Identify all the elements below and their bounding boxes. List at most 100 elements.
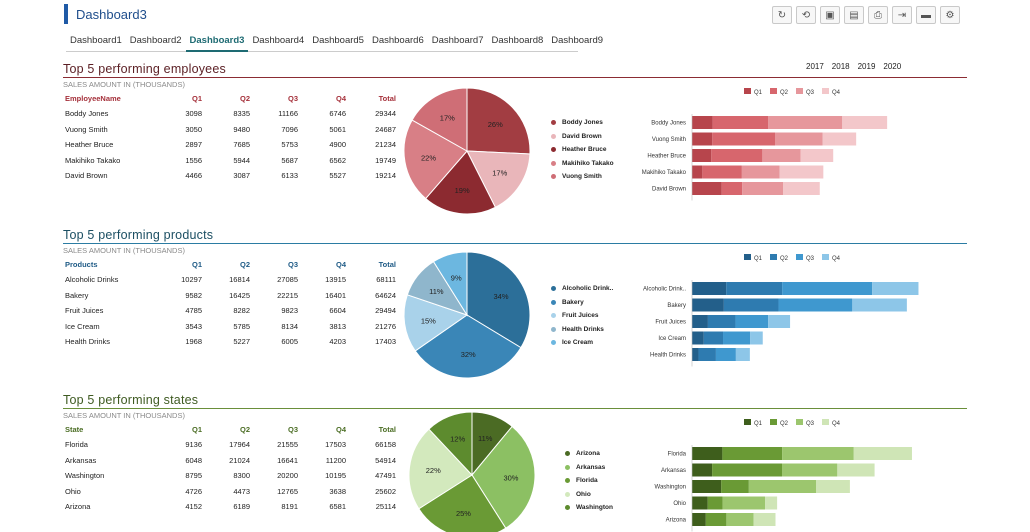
table-cell: 8795 <box>185 471 202 481</box>
column-header[interactable]: Q4 <box>335 94 346 103</box>
table-cell: 8134 <box>281 321 298 331</box>
column-header[interactable]: Q2 <box>239 260 250 269</box>
bar-segment <box>712 132 776 146</box>
column-header[interactable]: Q1 <box>191 94 202 103</box>
pie-chart-products: 34% 32% 15% 11% 9% <box>403 251 531 379</box>
refresh-button[interactable]: ↻ <box>772 6 792 24</box>
category-label: Bakery <box>667 303 686 309</box>
table-cell: 4785 <box>185 306 202 316</box>
tab-dashboard9[interactable]: Dashboard9 <box>551 35 604 46</box>
table-cell: 47491 <box>375 471 396 481</box>
legend-item[interactable]: Arizona <box>565 447 613 461</box>
column-header[interactable]: Q3 <box>287 260 298 269</box>
legend-dot-icon <box>551 160 556 166</box>
tab-dashboard7[interactable]: Dashboard7 <box>431 35 484 46</box>
column-header[interactable]: Products <box>65 260 98 269</box>
legend-dot-icon <box>551 326 556 332</box>
pie-chart-states: 11% 30% 25% 22% 12% <box>408 411 536 532</box>
category-label: Ohio <box>673 501 686 507</box>
table-cell: 8335 <box>233 109 250 119</box>
column-header[interactable]: EmployeeName <box>65 94 121 103</box>
bar-segment <box>707 315 736 328</box>
tab-dashboard2[interactable]: Dashboard2 <box>129 35 182 46</box>
legend-label: Q2 <box>780 90 789 96</box>
table-cell: 64624 <box>375 290 396 300</box>
tab-dashboard5[interactable]: Dashboard5 <box>312 35 364 46</box>
table-cell: 29344 <box>375 109 396 119</box>
comment-button[interactable]: ▬ <box>916 6 936 24</box>
legend-swatch <box>770 88 777 94</box>
pie-slice <box>428 411 473 477</box>
tab-dashboard1[interactable]: Dashboard1 <box>70 35 122 46</box>
table-cell: 16814 <box>229 275 250 285</box>
legend-item[interactable]: Health Drinks <box>551 323 613 337</box>
bar-segment <box>703 331 724 345</box>
column-header[interactable]: Q4 <box>335 260 346 269</box>
legend-label: Q4 <box>832 256 841 262</box>
legend-item[interactable]: Bakery <box>551 296 613 310</box>
pie-slice-label: 11% <box>429 287 444 296</box>
legend-item[interactable]: Boddy Jones <box>551 116 614 130</box>
legend-item[interactable]: Arkansas <box>565 461 613 475</box>
table-cell: 17403 <box>375 337 396 347</box>
bar-segment <box>735 348 750 361</box>
category-label: Arkansas <box>661 468 686 474</box>
logout-button[interactable]: ⇥ <box>892 6 912 24</box>
column-header[interactable]: Q2 <box>239 425 250 434</box>
category-label: Washington <box>655 485 686 491</box>
save-button[interactable]: ▣ <box>820 6 840 24</box>
table-cell: 4900 <box>329 140 346 150</box>
column-header[interactable]: Q1 <box>191 425 202 434</box>
table-cell: 16425 <box>229 290 250 300</box>
legend-item[interactable]: David Brown <box>551 130 614 144</box>
table-cell: 5753 <box>281 140 298 150</box>
column-header[interactable]: Q4 <box>335 425 346 434</box>
legend-item[interactable]: Alcoholic Drink.. <box>551 282 613 296</box>
settings-button[interactable]: ⚙ <box>940 6 960 24</box>
table-cell: 4203 <box>329 337 346 347</box>
pie-chart-employees: 26% 17% 19% 22% 17% <box>403 87 531 215</box>
column-header[interactable]: State <box>65 425 84 434</box>
column-header[interactable]: Q3 <box>287 425 298 434</box>
bar-segment <box>723 298 779 312</box>
column-header[interactable]: Q2 <box>239 94 250 103</box>
legend-item[interactable]: Vuong Smith <box>551 170 614 184</box>
bar-segment <box>692 149 712 162</box>
tab-dashboard3[interactable]: Dashboard3 <box>185 34 249 52</box>
legend-item[interactable]: Heather Bruce <box>551 143 614 157</box>
row-label: Heather Bruce <box>65 140 114 150</box>
year-2018[interactable]: 2018 <box>831 62 850 71</box>
year-2020[interactable]: 2020 <box>883 62 902 71</box>
legend-item[interactable]: Makihiko Takako <box>551 157 614 171</box>
bar-segment <box>692 132 713 146</box>
legend-label: Q4 <box>832 90 841 96</box>
legend-item[interactable]: Washington <box>565 501 613 515</box>
legend-item[interactable]: Ice Cream <box>551 336 613 350</box>
refresh-alt-button[interactable]: ⟲ <box>796 6 816 24</box>
tab-dashboard4[interactable]: Dashboard4 <box>252 35 305 46</box>
column-header[interactable]: Total <box>378 425 396 434</box>
pie-slice-label: 11% <box>478 434 493 443</box>
table-cell: 9480 <box>233 124 250 134</box>
column-header[interactable]: Q1 <box>191 260 202 269</box>
legend-item[interactable]: Florida <box>565 474 613 488</box>
table-cell: 6133 <box>281 171 298 181</box>
print-button[interactable]: ⎙ <box>868 6 888 24</box>
year-2017[interactable]: 2017 <box>806 62 824 71</box>
bar-segment <box>715 348 736 361</box>
table-cell: 16401 <box>325 290 346 300</box>
bar-segment <box>762 149 801 162</box>
column-header[interactable]: Total <box>378 94 396 103</box>
legend-item[interactable]: Ohio <box>565 488 613 502</box>
tab-dashboard8[interactable]: Dashboard8 <box>491 35 544 46</box>
bar-segment <box>726 282 783 295</box>
column-header[interactable]: Total <box>378 260 396 269</box>
bar-segment <box>692 282 727 295</box>
save-as-button[interactable]: ▤ <box>844 6 864 24</box>
save-as-icon: ▤ <box>849 9 859 21</box>
year-2019[interactable]: 2019 <box>857 62 876 71</box>
legend-item[interactable]: Fruit Juices <box>551 309 613 323</box>
column-header[interactable]: Q3 <box>287 94 298 103</box>
tab-dashboard6[interactable]: Dashboard6 <box>371 35 424 46</box>
bar-segment <box>692 182 722 195</box>
